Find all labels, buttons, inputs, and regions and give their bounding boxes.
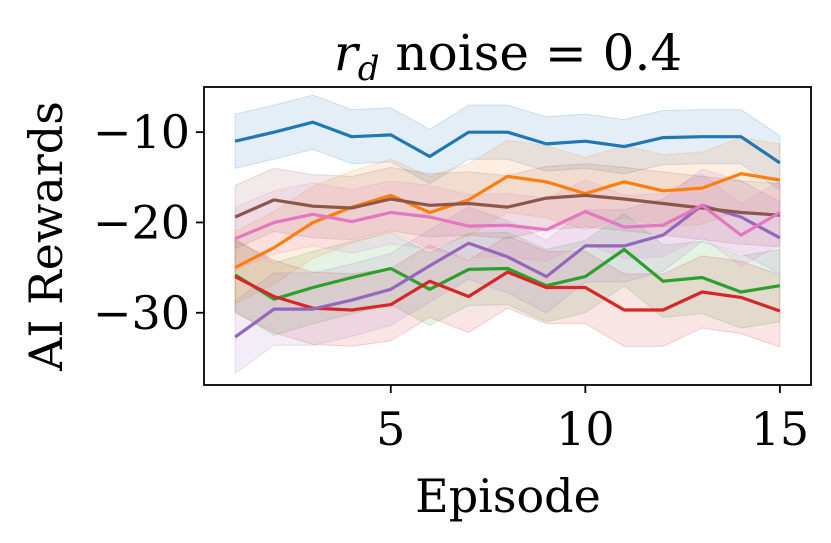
chart-title: rd noise = 0.4: [334, 24, 682, 89]
y-axis-label: AI Rewards: [19, 101, 73, 372]
title-rest: noise = 0.4: [380, 24, 683, 82]
plot-frame: [203, 86, 812, 386]
band-blue: [234, 94, 781, 191]
band-orange: [234, 137, 781, 305]
series-line-purple: [234, 203, 781, 339]
x-tick-label: 15: [751, 402, 810, 456]
y-tick-label: −20: [93, 195, 190, 249]
title-subscript: d: [358, 49, 380, 89]
series-lines: [234, 120, 781, 339]
series-line-brown: [234, 193, 781, 219]
y-tick-label: −30: [93, 286, 190, 340]
y-axis-ticks: −10 −20 −30: [93, 105, 204, 340]
series-line-pink: [234, 203, 781, 241]
x-tick-label: 10: [556, 402, 615, 456]
title-variable: r: [334, 24, 361, 82]
series-line-red: [234, 270, 781, 313]
series-line-green: [234, 247, 781, 301]
y-tick-label: −10: [93, 105, 190, 159]
band-pink: [234, 173, 781, 272]
band-red: [234, 235, 781, 348]
x-axis-label: Episode: [415, 469, 601, 523]
series-line-blue: [234, 120, 781, 165]
x-axis-ticks: 5 10 15: [376, 385, 809, 456]
x-tick-label: 5: [376, 402, 405, 456]
